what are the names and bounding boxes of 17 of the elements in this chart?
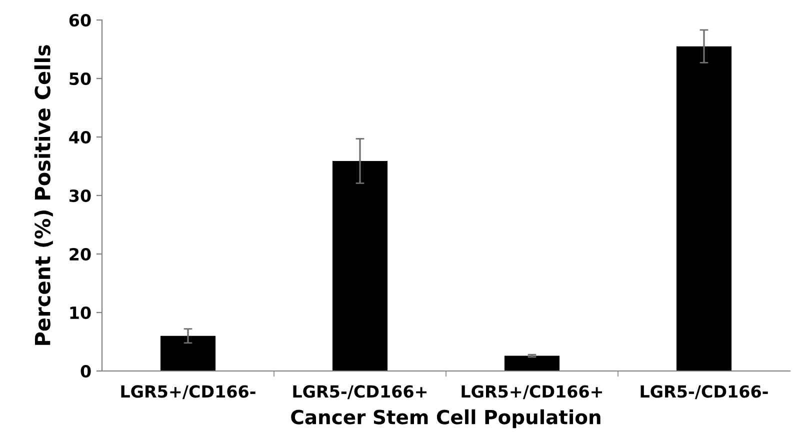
y-tick-label: 50 <box>70 72 91 86</box>
y-tick-label: 20 <box>70 248 91 261</box>
x-axis-title: Cancer Stem Cell Population <box>291 409 600 428</box>
x-tick-label: LGR5+/CD166+ <box>462 385 602 400</box>
bar <box>332 160 388 371</box>
x-tick-label: LGR5+/CD166- <box>121 385 256 400</box>
x-tick-label: LGR5-/CD166+ <box>293 385 427 400</box>
y-tick-label: 40 <box>69 130 91 144</box>
y-tick-label: 0 <box>80 364 91 378</box>
bar <box>676 46 732 371</box>
x-tick-label: LGR5-/CD166- <box>640 385 768 400</box>
bar <box>160 336 216 371</box>
bar <box>504 356 560 371</box>
y-tick-label: 60 <box>69 14 91 27</box>
y-tick-label: 30 <box>70 189 91 202</box>
y-axis-title: Percent (%) Positive Cells <box>34 45 53 345</box>
y-tick-label: 10 <box>70 306 91 320</box>
